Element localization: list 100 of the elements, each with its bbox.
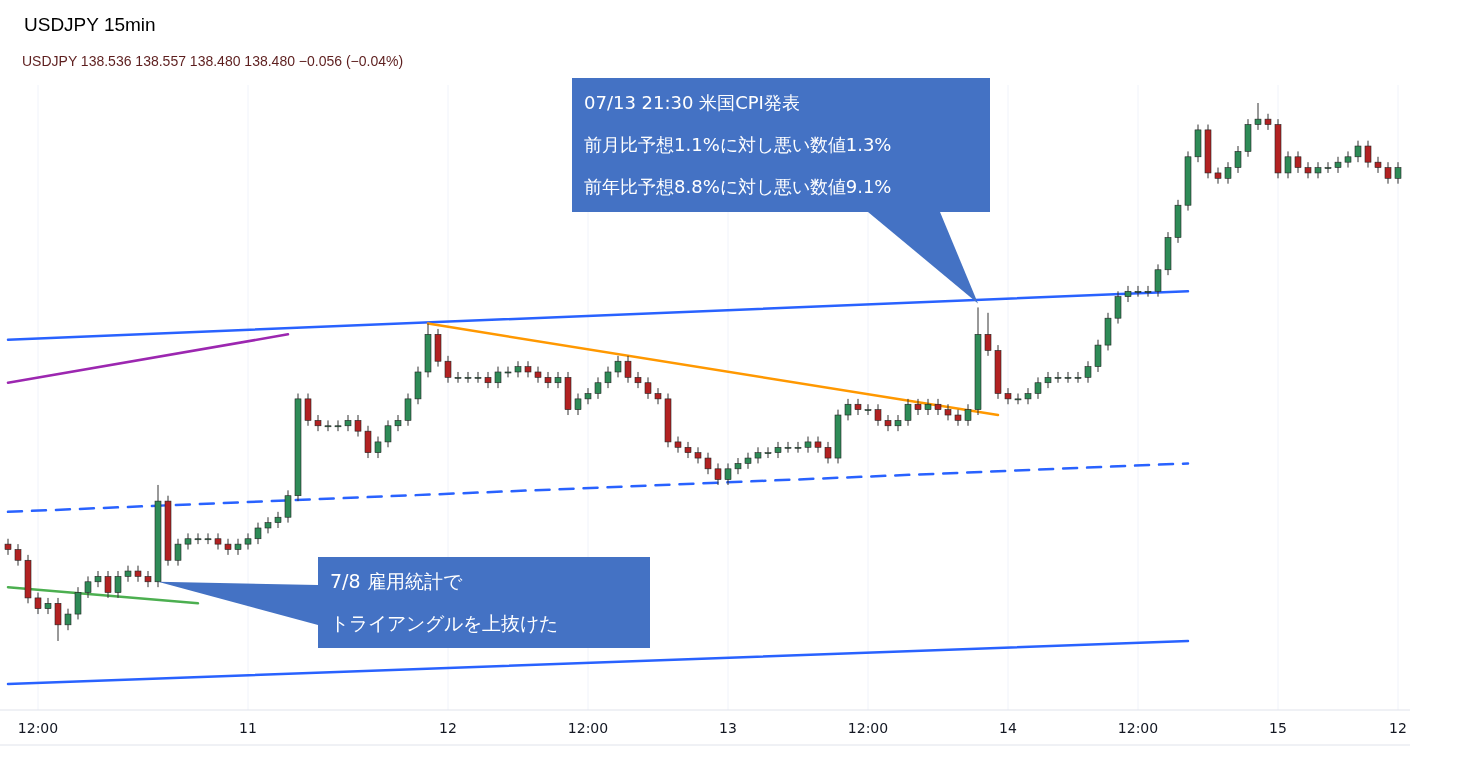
candlestick <box>214 532 222 551</box>
candlestick <box>1144 285 1152 298</box>
candlestick <box>614 355 622 378</box>
candlestick <box>944 403 952 421</box>
candlestick <box>484 371 492 389</box>
annotation: 前年比予想8.8%に対し悪い数値9.1% <box>584 176 892 197</box>
candlestick <box>1394 161 1402 185</box>
candlestick <box>574 393 582 416</box>
x-tick-label: 12 <box>1389 720 1407 736</box>
candlestick <box>444 355 452 384</box>
candlestick <box>1154 263 1162 298</box>
x-tick-label: 11 <box>239 720 257 736</box>
candlestick <box>594 376 602 400</box>
candlestick <box>244 532 252 551</box>
candlestick <box>44 597 52 615</box>
candlestick <box>1284 150 1292 179</box>
candlestick <box>364 425 372 459</box>
candlestick <box>1294 150 1302 174</box>
candlestick <box>554 371 562 389</box>
candlestick <box>194 532 202 545</box>
candlestick <box>264 516 272 534</box>
candlestick <box>174 538 182 567</box>
candlestick <box>1034 376 1042 400</box>
candlestick <box>584 387 592 405</box>
candlestick <box>704 452 712 475</box>
candlestick <box>1084 360 1092 384</box>
chart-subtitle: USDJPY 138.536 138.557 138.480 138.480 −0.056 (−0.04%) <box>22 53 404 69</box>
candlestick <box>54 597 62 642</box>
candlestick <box>1124 285 1132 303</box>
candlestick <box>144 570 152 588</box>
candlestick <box>1114 290 1122 325</box>
annotation: 07/13 21:30 米国CPI発表 <box>584 92 800 113</box>
candlestick <box>724 462 732 486</box>
x-tick-label: 12:00 <box>567 720 609 736</box>
candlestick <box>524 360 532 378</box>
candlestick <box>804 436 812 454</box>
candlestick <box>1094 339 1102 373</box>
candlestick <box>1134 285 1142 298</box>
candlestick <box>884 414 892 432</box>
candlestick <box>64 608 72 631</box>
x-tick-label: 12:00 <box>1117 720 1159 736</box>
candlestick <box>464 371 472 384</box>
candlestick <box>224 538 232 556</box>
candlestick <box>854 398 862 416</box>
candlestick <box>384 419 392 448</box>
candlestick <box>694 446 702 464</box>
candlestick <box>924 398 932 416</box>
candlestick <box>814 436 822 454</box>
candlestick <box>934 398 942 416</box>
candlestick <box>504 366 512 378</box>
candlestick <box>674 436 682 454</box>
candlestick <box>1314 161 1322 179</box>
candlestick <box>684 441 692 459</box>
candlestick <box>184 532 192 551</box>
candlestick <box>324 419 332 432</box>
candlestick <box>354 414 362 438</box>
x-tick-label: 13 <box>719 720 737 736</box>
candlestick <box>14 543 22 567</box>
candlestick <box>1264 113 1272 131</box>
candlestick <box>824 441 832 464</box>
candlestick <box>334 419 342 432</box>
candlestick <box>1214 167 1222 185</box>
candlestick <box>114 570 122 599</box>
candlestick <box>544 371 552 389</box>
chart-title: USDJPY 15min <box>24 14 156 35</box>
candlestick <box>904 398 912 427</box>
candlestick <box>1024 387 1032 405</box>
candlestick <box>124 565 132 583</box>
candlestick <box>604 366 612 389</box>
candlestick <box>404 393 412 427</box>
candlestick <box>104 570 112 599</box>
candlestick <box>84 575 92 599</box>
candlestick <box>654 387 662 405</box>
annotation: 前月比予想1.1%に対し悪い数値1.3% <box>584 134 892 155</box>
candlestick <box>784 441 792 454</box>
candlestick <box>774 441 782 459</box>
candlestick <box>1324 161 1332 174</box>
x-tick-label: 12 <box>439 720 457 736</box>
candlestick <box>204 532 212 545</box>
annotation: トライアングルを上抜けた <box>330 612 558 634</box>
candlestick <box>734 457 742 475</box>
candlestick <box>454 371 462 384</box>
candlestick <box>1384 161 1392 185</box>
candlestick <box>1344 150 1352 169</box>
candlestick <box>634 371 642 389</box>
candlestick <box>374 436 382 459</box>
candlestick <box>744 452 752 470</box>
x-tick-label: 14 <box>999 720 1017 736</box>
candlestick <box>1014 393 1022 405</box>
candlestick <box>864 403 872 416</box>
candlestick <box>134 565 142 583</box>
candlestick <box>874 403 882 427</box>
candlestick <box>1304 161 1312 179</box>
candlestick <box>644 376 652 400</box>
candlestick <box>1044 371 1052 389</box>
candlestick <box>754 446 762 464</box>
x-tick-label: 12:00 <box>847 720 889 736</box>
candlestick <box>714 462 722 486</box>
candlestick <box>1234 145 1242 174</box>
candlestick <box>1374 156 1382 174</box>
